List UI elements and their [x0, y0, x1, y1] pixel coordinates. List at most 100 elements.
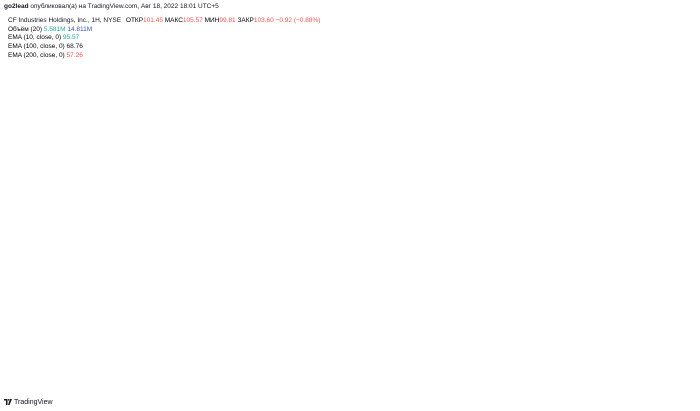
volume-bar [485, 348, 488, 381]
volume-bar [77, 359, 80, 381]
candle-body [158, 259, 160, 267]
candle-body [461, 247, 464, 250]
volume-bar [419, 354, 422, 381]
volume-bar [409, 341, 412, 381]
volume-bar [506, 352, 509, 381]
candle-body [115, 277, 118, 282]
candle-body [571, 52, 574, 66]
price-axis-ticks[interactable]: 125.00 115.00 91.00 83.00 75.00 67.50 61.50 55.… [673, 28, 690, 371]
volume-bar [197, 366, 200, 381]
candle-body [423, 274, 426, 276]
volume-bar [358, 353, 361, 381]
price-tick-label: 18.10 [673, 365, 687, 371]
volume-bar [151, 356, 154, 381]
candle-body [203, 271, 206, 283]
candle-body [259, 215, 262, 221]
candle-body [75, 225, 78, 237]
volume-bar [334, 345, 337, 381]
candle-body [505, 191, 508, 200]
candle-body [563, 61, 566, 67]
volume-bar [264, 347, 267, 381]
volume-bar [25, 370, 28, 381]
volume-row[interactable]: Объём (20) 5.581M 14.811M [8, 26, 320, 35]
candle-body [159, 253, 161, 267]
volume-bar [495, 355, 498, 381]
candle-body [180, 290, 183, 292]
candle-body [282, 183, 284, 188]
candle-body [348, 191, 351, 200]
last-price-badge-price: 103.60 [675, 60, 694, 66]
volume-bar [209, 348, 212, 381]
candle-body [498, 191, 501, 194]
volume-bar [42, 354, 45, 381]
price-tick-label: 55.50 [673, 169, 687, 175]
author-name[interactable]: go2lead [4, 3, 29, 10]
volume-bar [554, 323, 557, 381]
candle-body [326, 211, 329, 213]
volume-bar [301, 355, 304, 381]
volume-bar [418, 350, 421, 381]
candle-body [174, 277, 177, 286]
symbol-name[interactable]: CF Industries Holdings, Inc., 1Н, NYSE [8, 17, 122, 24]
candle-body [543, 122, 546, 127]
candle-body [468, 229, 471, 232]
candle-body [328, 216, 331, 218]
volume-bar [593, 333, 596, 381]
candle-body [15, 156, 18, 158]
candle-body [226, 235, 229, 243]
volume-bar [58, 359, 61, 381]
candle-body [422, 275, 425, 288]
candle-body [165, 265, 168, 274]
price-tick-label: 37.50 [673, 238, 687, 244]
candle-body [73, 232, 76, 240]
candle-body [337, 200, 339, 206]
candle-body [413, 306, 416, 316]
candle-body [334, 199, 337, 203]
volume-bar [185, 364, 188, 381]
volume-bar [191, 348, 194, 381]
candle-body [98, 268, 100, 277]
candle-body [329, 209, 332, 218]
volume-bar [441, 349, 444, 381]
ohlc-high-value: 105.57 [182, 17, 203, 24]
volume-bar [351, 367, 354, 381]
ema100-row[interactable]: EMA (100, close, 0) 68.76 [8, 43, 320, 52]
candle-body [120, 299, 123, 304]
candle-body [404, 260, 407, 268]
time-axis-ticks[interactable]: 2015 2016 2017 2018 2019 2020 2021 2022 2023 [0, 386, 633, 393]
volume-bar [167, 367, 170, 381]
volume-bar [178, 364, 181, 381]
volume-bar [99, 366, 102, 381]
candle-body [366, 193, 368, 200]
volume-bar [235, 362, 238, 381]
volume-bar [431, 345, 434, 381]
volume-bar [458, 345, 461, 381]
candle-body [119, 290, 122, 304]
volume-bar [545, 365, 548, 381]
candle-body [457, 265, 459, 271]
volume-bar [386, 367, 389, 381]
volume-bar [479, 353, 482, 381]
volume-bar [586, 336, 589, 381]
volume-bar [114, 346, 117, 381]
ema200-row[interactable]: EMA (200, close, 0) 57.26 [8, 52, 320, 61]
candle-body [78, 229, 81, 239]
price-tick-label: 91.00 [673, 83, 687, 89]
candle-body [278, 185, 280, 192]
volume-bar [92, 357, 95, 381]
candle-body [429, 268, 431, 280]
volume-bar [164, 346, 167, 381]
volume-bar [415, 355, 418, 381]
candle-body [72, 240, 74, 242]
volume-bar [468, 346, 471, 381]
ema10-row[interactable]: EMA (10, close, 0) 95.57 [8, 34, 320, 43]
price-tick-label: 125.00 [673, 28, 690, 34]
candle-body [534, 145, 537, 148]
candle-body [558, 88, 561, 89]
time-tick-label: 2017 [154, 386, 168, 393]
footer-brand[interactable]: TradingView [4, 399, 53, 406]
candle-body [291, 178, 294, 185]
volume-bar [340, 348, 343, 381]
volume-bar [245, 350, 248, 381]
